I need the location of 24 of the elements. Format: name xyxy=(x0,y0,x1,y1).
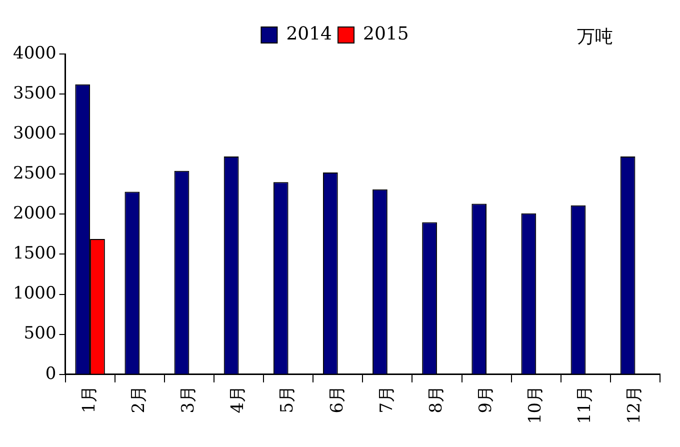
y-tick-label: 3500 xyxy=(13,83,56,104)
y-tick-label: 2500 xyxy=(13,164,56,184)
y-tick-label: 4000 xyxy=(13,43,56,64)
y-tick-label: 2000 xyxy=(13,204,56,224)
x-tick-label: 7月 xyxy=(376,385,397,414)
x-tick-label: 2月 xyxy=(129,385,150,414)
x-tick-label: 9月 xyxy=(476,385,496,414)
x-tick-label: 8月 xyxy=(426,385,446,414)
x-tick-label: 1月 xyxy=(79,385,100,414)
x-tick-label: 6月 xyxy=(327,385,348,414)
x-tick-label: 5月 xyxy=(278,385,298,414)
x-tick-label: 10月 xyxy=(526,385,546,424)
y-tick-label: 3000 xyxy=(13,124,56,144)
y-tick-label: 1000 xyxy=(13,284,56,304)
legend-label: 2014 xyxy=(286,24,332,45)
y-tick-label: 500 xyxy=(24,324,56,344)
legend-label: 2015 xyxy=(363,24,409,45)
y-tick-label: 0 xyxy=(45,364,56,384)
x-tick-label: 11月 xyxy=(575,385,596,424)
x-tick-label: 4月 xyxy=(228,385,248,414)
y-tick-label: 1500 xyxy=(13,244,56,264)
x-tick-label: 3月 xyxy=(178,385,199,414)
x-tick-label: 12月 xyxy=(624,385,645,424)
y-axis-title: 万吨 xyxy=(577,26,613,48)
